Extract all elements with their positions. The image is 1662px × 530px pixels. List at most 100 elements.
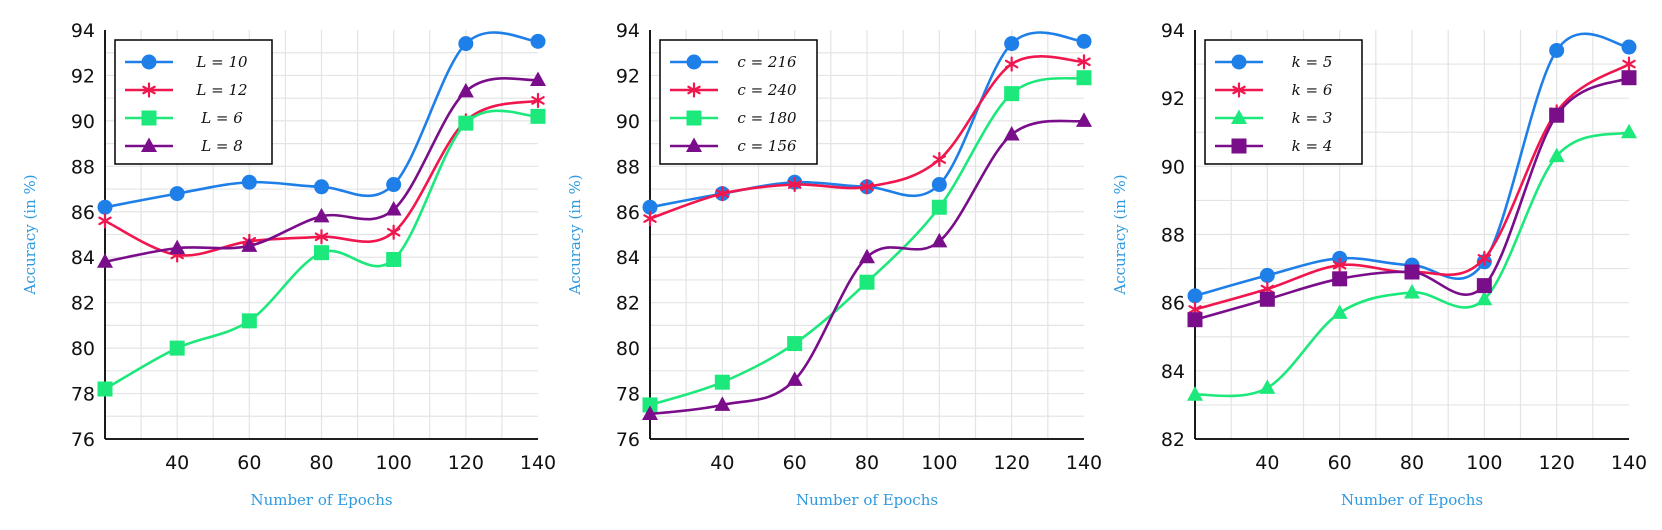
legend-marker xyxy=(1231,54,1247,70)
data-point xyxy=(98,213,112,229)
legend-marker xyxy=(686,110,702,126)
data-point xyxy=(1187,288,1203,304)
data-point xyxy=(385,201,402,216)
legend-label: c = 216 xyxy=(737,53,797,71)
y-axis-label: Accuracy (in %) xyxy=(21,174,39,295)
data-point xyxy=(1259,379,1276,394)
data-point xyxy=(931,199,947,215)
data-point xyxy=(1622,56,1636,72)
y-tick-label: 78 xyxy=(616,384,640,406)
legend-entry: L = 12 xyxy=(125,81,248,99)
data-point xyxy=(169,239,186,255)
y-tick-label: 92 xyxy=(1161,88,1185,110)
data-point xyxy=(1621,123,1637,139)
data-point xyxy=(1004,36,1020,52)
x-tick-label: 100 xyxy=(1466,452,1502,474)
legend: L = 10 L = 12 L = 6 L = 8 xyxy=(114,39,273,165)
data-point xyxy=(1004,56,1019,72)
series-3 xyxy=(642,70,1092,413)
data-point xyxy=(386,177,402,193)
data-point xyxy=(97,199,113,215)
x-tick-label: 120 xyxy=(994,452,1030,474)
data-point xyxy=(1404,283,1420,299)
data-point xyxy=(786,371,803,386)
series-3 xyxy=(1187,123,1637,401)
legend-entry: c = 156 xyxy=(670,137,797,155)
legend-entry: L = 8 xyxy=(125,137,243,155)
y-tick-label: 94 xyxy=(616,20,640,42)
data-point xyxy=(1621,70,1637,86)
data-point xyxy=(1332,257,1347,273)
data-point xyxy=(314,229,329,245)
legend-marker xyxy=(141,54,157,70)
chart-panel-2: 76 78 80 82 84 86 88 90 92 94 40 60 80 100 120 140 Numbe… xyxy=(566,20,1102,509)
data-point xyxy=(1476,278,1492,294)
data-point xyxy=(860,179,874,195)
y-tick-label: 86 xyxy=(71,202,95,224)
data-point xyxy=(1476,290,1493,306)
y-tick-label: 76 xyxy=(71,429,95,451)
x-tick-label: 140 xyxy=(1066,452,1102,474)
x-tick-label: 120 xyxy=(448,452,484,474)
y-tick-label: 88 xyxy=(616,156,640,178)
y-tick-label: 82 xyxy=(1161,429,1185,451)
legend-entry: L = 10 xyxy=(125,53,248,71)
legend-marker xyxy=(141,137,157,152)
data-point xyxy=(643,210,657,227)
data-point xyxy=(932,151,947,168)
x-tick-label: 60 xyxy=(783,452,807,474)
data-point xyxy=(1003,126,1020,141)
data-point xyxy=(1331,304,1348,319)
data-point xyxy=(642,199,658,215)
legend-box xyxy=(659,39,818,165)
x-tick-label: 120 xyxy=(1539,452,1575,474)
legend-entry: k = 4 xyxy=(1215,137,1332,155)
y-tick-label: 90 xyxy=(1161,156,1185,178)
x-axis-label: Number of Epochs xyxy=(1341,491,1483,509)
legend-marker xyxy=(141,110,157,126)
data-point xyxy=(169,186,185,202)
data-point xyxy=(97,253,113,268)
data-point xyxy=(1259,291,1275,307)
y-tick-label: 94 xyxy=(1161,20,1185,42)
series-4 xyxy=(642,112,1092,421)
data-point xyxy=(314,245,329,261)
y-tick-label: 82 xyxy=(71,293,95,315)
y-tick-label: 84 xyxy=(71,247,95,269)
x-tick-label: 140 xyxy=(1611,452,1647,474)
legend-box xyxy=(114,39,273,165)
data-point xyxy=(241,174,257,190)
legend-label: k = 3 xyxy=(1292,109,1333,127)
legend-label: L = 12 xyxy=(195,81,247,99)
legend-label: L = 8 xyxy=(200,137,243,155)
legend-label: c = 180 xyxy=(737,109,797,127)
data-point xyxy=(1549,42,1565,58)
legend-marker xyxy=(686,137,702,152)
legend: c = 216 c = 240 c = 180 c = 156 xyxy=(659,39,818,165)
data-point xyxy=(1259,267,1275,283)
y-tick-label: 84 xyxy=(616,247,640,269)
legend: k = 5 k = 6 k = 3 k = 4 xyxy=(1204,39,1363,165)
x-tick-label: 40 xyxy=(710,452,734,474)
data-point xyxy=(1187,386,1203,401)
data-point xyxy=(642,405,658,421)
y-tick-label: 90 xyxy=(616,111,640,133)
data-point xyxy=(530,33,546,49)
y-tick-label: 88 xyxy=(1161,225,1185,247)
series-4 xyxy=(1187,70,1637,328)
data-point xyxy=(530,108,546,124)
data-point xyxy=(458,36,474,52)
data-point xyxy=(1076,70,1092,86)
legend-marker xyxy=(687,82,701,98)
y-tick-label: 78 xyxy=(71,384,95,406)
grid xyxy=(105,30,538,439)
x-tick-label: 40 xyxy=(1255,452,1279,474)
data-point xyxy=(859,274,875,290)
data-point xyxy=(531,92,545,109)
data-point xyxy=(386,224,401,240)
y-tick-label: 90 xyxy=(71,111,95,133)
x-tick-label: 100 xyxy=(921,452,957,474)
data-point xyxy=(1621,39,1637,55)
legend-entry: k = 5 xyxy=(1215,53,1332,71)
data-point xyxy=(1004,86,1020,102)
